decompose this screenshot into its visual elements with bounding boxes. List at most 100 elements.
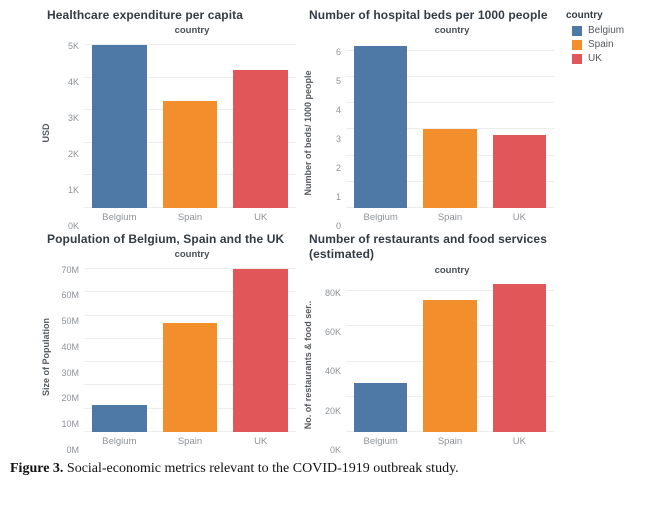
chart-subtitle: country bbox=[434, 25, 470, 37]
bar-spain bbox=[423, 129, 477, 208]
bar-spain bbox=[162, 322, 218, 432]
gridline bbox=[84, 291, 296, 293]
legend-swatch-icon bbox=[572, 53, 582, 64]
figure-caption-label: Figure 3. bbox=[10, 461, 64, 476]
legend-item-belgium: Belgium bbox=[572, 25, 658, 36]
y-tick-label: 0K bbox=[67, 221, 79, 231]
x-category-label: UK bbox=[512, 435, 526, 447]
y-tick-label: 4 bbox=[335, 104, 341, 115]
gridline bbox=[84, 268, 296, 270]
x-category-label: Spain bbox=[437, 211, 463, 223]
bar-uk bbox=[492, 134, 546, 208]
bar-slot bbox=[346, 40, 415, 208]
x-axis-labels: Belgium Spain UK bbox=[346, 208, 554, 226]
gridline bbox=[84, 76, 296, 78]
legend-items: Belgium Spain UK bbox=[566, 25, 658, 64]
bar-slot bbox=[485, 40, 554, 208]
y-tick-label: 4K bbox=[67, 76, 79, 87]
y-tick-label: 0K bbox=[329, 445, 341, 455]
figure-caption-text: Social-economic metrics relevant to the … bbox=[66, 461, 459, 476]
y-tick-label: 1K bbox=[67, 184, 79, 195]
bar-uk bbox=[233, 269, 288, 432]
plot-column: Belgium Spain UK bbox=[346, 40, 554, 226]
bar-slot bbox=[155, 264, 226, 432]
legend-label: Spain bbox=[588, 39, 614, 50]
x-axis-labels: Belgium Spain UK bbox=[346, 432, 554, 450]
legend: country Belgium Spain UK bbox=[566, 10, 658, 67]
x-category-label: Spain bbox=[437, 435, 463, 447]
y-axis-label: Size of Population bbox=[40, 318, 51, 397]
bar-slot bbox=[225, 264, 296, 432]
legend-item-spain: Spain bbox=[572, 39, 658, 50]
y-tick-label: 20M bbox=[61, 393, 79, 404]
plot-area bbox=[346, 40, 554, 208]
y-tick-label: 10M bbox=[61, 419, 79, 430]
figure-caption: Figure 3. Social-economic metrics releva… bbox=[10, 458, 653, 480]
bar-uk bbox=[492, 284, 546, 432]
legend-label: UK bbox=[588, 53, 602, 64]
y-tick-label: 70M bbox=[61, 264, 79, 275]
legend-swatch-icon bbox=[572, 25, 582, 36]
gridline bbox=[346, 49, 554, 51]
chart-body: No. of restaurants & food ser.. 0K 20K 40K… bbox=[300, 280, 558, 455]
chart-title: Number of hospital beds per 1000 people bbox=[309, 8, 548, 22]
chart-healthcare-expenditure: Healthcare expenditure per capita countr… bbox=[38, 8, 300, 231]
plot-column: Belgium Spain UK bbox=[84, 40, 296, 226]
y-axis-label: No. of restaurants & food ser.. bbox=[302, 300, 313, 430]
y-tick-label: 3 bbox=[335, 133, 341, 144]
y-axis-label: USD bbox=[40, 123, 51, 143]
legend-label: Belgium bbox=[588, 25, 625, 36]
gridline bbox=[346, 128, 554, 130]
chart-restaurants: Number of restaurants and food services … bbox=[300, 232, 558, 455]
y-tick-label: 60M bbox=[61, 290, 79, 301]
bar-uk bbox=[233, 69, 288, 208]
y-axis-label: Number of beds/ 1000 people bbox=[302, 70, 313, 196]
plot-column: Belgium Spain UK bbox=[346, 280, 554, 450]
bar-belgium bbox=[92, 405, 147, 432]
plot-area bbox=[84, 40, 296, 208]
x-axis-labels: Belgium Spain UK bbox=[84, 432, 296, 450]
y-tick-label: 20K bbox=[324, 405, 341, 416]
bars bbox=[346, 280, 554, 432]
chart-body: Number of beds/ 1000 people 0 1 2 3 4 5 6 Belg… bbox=[300, 40, 558, 231]
y-tick-label: 0M bbox=[66, 445, 79, 455]
bar-belgium bbox=[92, 45, 147, 208]
chart-body: USD 0K 1K 2K 3K 4K 5K Belgium Spain UK bbox=[38, 40, 300, 231]
y-tick-label: 3K bbox=[67, 112, 79, 123]
chart-title: Number of restaurants and food services … bbox=[309, 232, 547, 262]
y-axis-ticks: 0 1 2 3 4 5 6 bbox=[315, 40, 346, 231]
plot-area bbox=[84, 264, 296, 432]
gridline bbox=[346, 102, 554, 104]
x-category-label: Spain bbox=[177, 211, 203, 223]
gridline bbox=[346, 76, 554, 78]
bar-slot bbox=[155, 40, 226, 208]
y-tick-label: 30M bbox=[61, 367, 79, 378]
x-category-label: UK bbox=[254, 211, 268, 223]
bar-slot bbox=[84, 40, 155, 208]
plot-area bbox=[346, 280, 554, 432]
chart-hospital-beds: Number of hospital beds per 1000 people … bbox=[300, 8, 558, 231]
x-category-label: Belgium bbox=[363, 211, 398, 223]
y-axis-ticks: 0K 1K 2K 3K 4K 5K bbox=[53, 40, 84, 231]
y-tick-label: 5 bbox=[335, 75, 341, 86]
y-tick-label: 60K bbox=[324, 326, 341, 337]
legend-item-uk: UK bbox=[572, 53, 658, 64]
y-tick-label: 40M bbox=[61, 341, 79, 352]
bar-slot bbox=[485, 280, 554, 432]
y-axis-ticks: 0K 20K 40K 60K 80K bbox=[315, 280, 346, 455]
x-category-label: Spain bbox=[177, 435, 203, 447]
chart-subtitle: country bbox=[434, 264, 470, 276]
plot-column: Belgium Spain UK bbox=[84, 264, 296, 450]
bar-belgium bbox=[353, 382, 408, 432]
chart-title: Population of Belgium, Spain and the UK bbox=[47, 232, 285, 246]
x-category-label: UK bbox=[254, 435, 268, 447]
bar-belgium bbox=[353, 45, 408, 208]
chart-body: Size of Population 0M 10M 20M 30M 40M 50M 60M 7… bbox=[38, 264, 300, 455]
bar-slot bbox=[346, 280, 415, 432]
bar-spain bbox=[423, 299, 477, 432]
y-tick-label: 40K bbox=[324, 366, 341, 377]
bar-slot bbox=[84, 264, 155, 432]
x-category-label: Belgium bbox=[102, 211, 137, 223]
x-category-label: Belgium bbox=[363, 435, 398, 447]
